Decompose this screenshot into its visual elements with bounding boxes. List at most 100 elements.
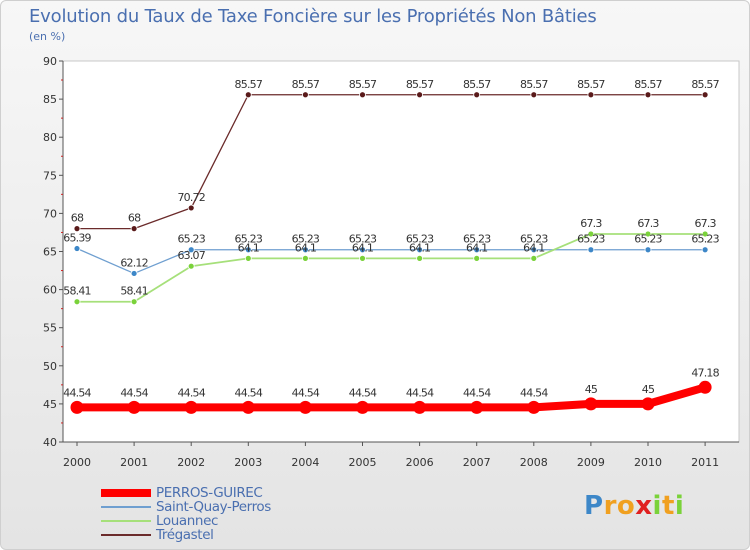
data-label-perros: 44.54 (235, 386, 263, 399)
data-label-perros: 44.54 (120, 386, 148, 399)
data-point-perros (298, 400, 312, 414)
data-point-louannec (187, 262, 195, 270)
data-point-saint (301, 246, 309, 254)
legend-label-saint-quay-perros: Saint-Quay-Perros (156, 499, 271, 515)
data-point-louannec (359, 254, 366, 262)
data-point-tregastel (587, 91, 595, 99)
data-label-tregastel: 85.57 (463, 78, 491, 91)
logo-letter: x (635, 491, 653, 521)
data-point-perros (127, 400, 141, 414)
series-line-perros (77, 383, 707, 412)
x-tick-label: 2006 (406, 456, 434, 469)
data-point-perros (241, 400, 255, 414)
data-point-tregastel (73, 225, 81, 233)
legend-swatch-louannec (101, 520, 151, 522)
x-tick-label: 2009 (577, 456, 605, 469)
data-point-perros (413, 400, 427, 414)
data-point-tregastel (187, 204, 195, 212)
y-tick-label: 70 (43, 207, 57, 220)
data-label-louannec: 67.3 (580, 217, 602, 230)
x-tick-label: 2000 (63, 456, 91, 469)
data-point-saint (587, 246, 595, 254)
data-point-louannec (644, 230, 652, 238)
legend-swatch-saint-quay-perros (101, 506, 151, 508)
data-label-perros: 44.54 (463, 386, 491, 399)
data-label-louannec: 64.1 (352, 241, 373, 254)
data-point-perros (184, 400, 198, 414)
data-label-louannec: 64.1 (295, 241, 316, 254)
data-point-saint (130, 270, 138, 277)
data-label-saint: 65.23 (349, 233, 377, 246)
series-line-saint (76, 247, 706, 275)
data-label-tregastel: 85.57 (691, 78, 719, 91)
x-tick-label: 2011 (691, 456, 719, 469)
data-label-perros: 44.54 (63, 386, 91, 399)
legend-swatch-tregastel (101, 534, 151, 536)
data-label-perros: 44.54 (349, 386, 377, 399)
data-label-saint: 65.23 (406, 233, 434, 246)
data-label-perros: 47.18 (691, 366, 719, 379)
data-label-saint: 65.39 (63, 232, 91, 245)
series-line-tregastel (77, 94, 706, 230)
logo-letter: r (603, 491, 617, 521)
data-point-tregastel (130, 225, 138, 233)
data-point-tregastel (359, 91, 366, 99)
data-point-louannec (473, 254, 481, 262)
data-label-perros: 45 (585, 383, 598, 396)
data-label-tregastel: 85.57 (634, 78, 662, 91)
data-label-louannec: 67.3 (694, 217, 716, 230)
legend-swatch-perros-guirec (101, 489, 151, 497)
data-point-louannec (73, 298, 81, 306)
data-point-saint (644, 246, 652, 254)
data-point-tregastel (644, 91, 652, 99)
y-tick-label: 85 (43, 93, 57, 106)
data-point-saint (473, 246, 481, 254)
data-point-saint (701, 246, 709, 254)
data-point-tregastel (416, 91, 424, 99)
data-label-tregastel: 85.57 (406, 78, 434, 91)
data-label-saint: 65.23 (292, 233, 320, 246)
logo-letter: o (616, 491, 636, 521)
data-point-louannec (701, 230, 709, 238)
data-label-tregastel: 85.57 (235, 78, 263, 91)
data-point-perros (641, 397, 655, 411)
data-point-louannec (587, 230, 595, 238)
data-label-perros: 44.54 (177, 386, 205, 399)
y-tick-label: 55 (43, 322, 57, 335)
data-point-saint (187, 246, 195, 254)
x-tick-label: 2002 (177, 456, 205, 469)
data-label-tregastel: 70.72 (177, 191, 205, 204)
data-point-tregastel (701, 91, 709, 99)
data-label-saint: 62.12 (120, 256, 148, 269)
plot-area (62, 60, 740, 443)
x-tick-label: 2003 (234, 456, 262, 469)
data-point-saint (416, 246, 424, 254)
x-tick-label: 2008 (520, 456, 548, 469)
y-tick-label: 40 (43, 436, 57, 449)
data-label-saint: 65.23 (577, 233, 605, 246)
data-label-louannec: 64.1 (523, 241, 544, 254)
y-tick-label: 90 (43, 55, 57, 68)
proxiti-logo: Proxiti (584, 491, 684, 521)
y-axis-unit: (en %) (29, 30, 66, 43)
data-label-saint: 65.23 (520, 233, 548, 246)
data-point-saint (530, 246, 538, 254)
data-point-tregastel (244, 91, 252, 99)
y-tick-label: 75 (43, 169, 57, 182)
data-label-perros: 44.54 (292, 386, 320, 399)
legend-label-perros-guirec: PERROS-GUIREC (156, 485, 263, 501)
data-label-louannec: 64.1 (238, 241, 259, 254)
data-point-louannec (244, 254, 252, 262)
data-label-saint: 65.23 (634, 233, 662, 246)
logo-letter: i (674, 491, 685, 521)
data-label-tregastel: 68 (128, 212, 141, 225)
x-tick-label: 2010 (634, 456, 662, 469)
data-point-perros (356, 400, 369, 414)
data-point-perros (698, 380, 712, 394)
data-label-saint: 65.23 (463, 233, 491, 246)
logo-letter: t (661, 491, 675, 521)
legend-label-louannec: Louannec (156, 513, 219, 529)
data-label-perros: 45 (642, 383, 655, 396)
